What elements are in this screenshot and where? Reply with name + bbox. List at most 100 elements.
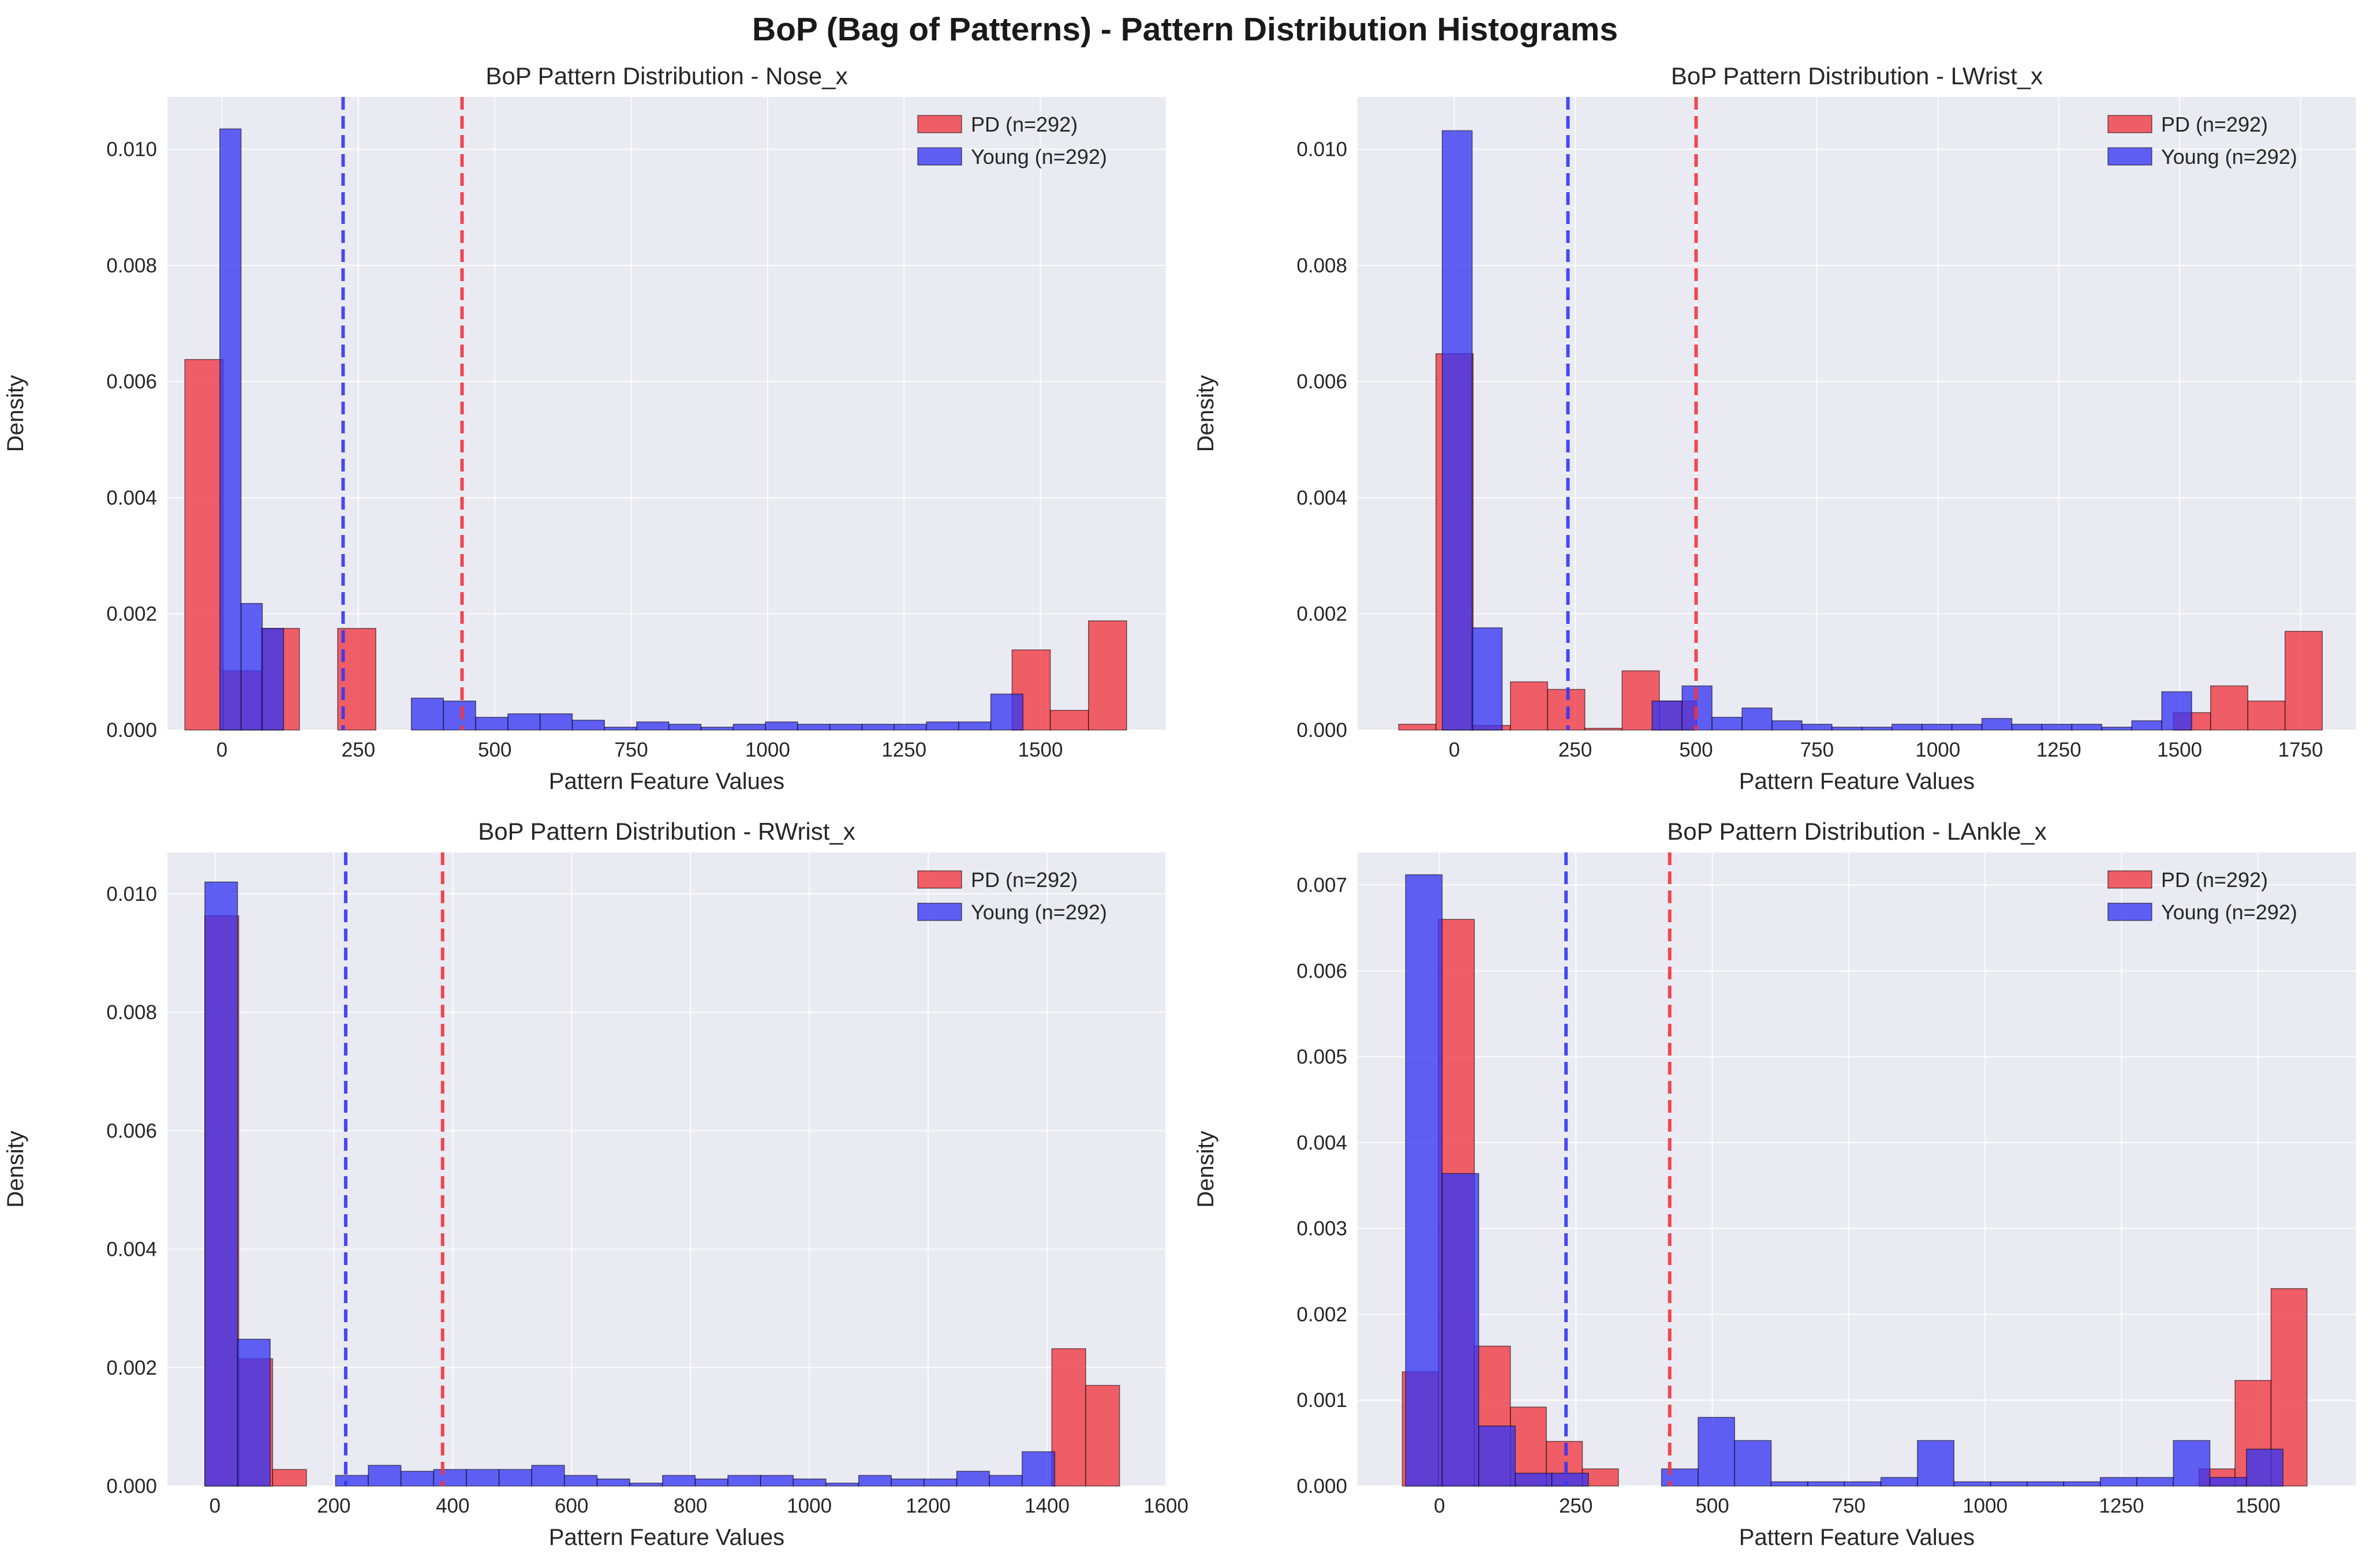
young-bar	[2101, 727, 2133, 731]
young-bar	[1711, 717, 1743, 731]
young-bar	[237, 1338, 271, 1487]
x-tick-label: 0	[216, 739, 227, 761]
young-bar	[1698, 1417, 1735, 1487]
young-bar	[2063, 1481, 2101, 1487]
y-axis-label: Density	[1193, 375, 1218, 452]
young-bar	[926, 721, 959, 731]
pd-bar	[1049, 710, 1089, 731]
young-bar	[694, 1478, 728, 1487]
young-bar	[2131, 720, 2162, 731]
y-tick-label: 0.008	[1296, 255, 1347, 277]
pd-bar	[1085, 1384, 1120, 1487]
young-bar	[571, 720, 605, 731]
y-tick-label: 0.005	[1296, 1046, 1347, 1068]
pd-bar	[184, 359, 224, 731]
legend-label: PD (n=292)	[971, 868, 1078, 892]
pd-bar	[1509, 681, 1548, 731]
y-tick-label: 0.010	[106, 139, 157, 161]
x-tick-label: 1500	[1018, 739, 1063, 761]
young-bar	[2011, 724, 2043, 731]
legend: PD (n=292) Young (n=292)	[917, 113, 1107, 169]
chart-panel-2: 0 250 500 750 1000 1250 1500 1750 0.000 0.002 0.00…	[1193, 62, 2356, 794]
young-bar	[1801, 724, 1833, 731]
x-tick-label: 500	[1695, 1495, 1729, 1517]
chart-panel-3: 0 200 400 600 800 1000 1200 1400 1600 0.000 0.002 0…	[3, 818, 1188, 1550]
x-tick-label: 1000	[1962, 1495, 2008, 1517]
chart-panel-4: 0 250 500 750 1000 1250 1500 0.000 0.001 0.002 0.0…	[1193, 818, 2356, 1550]
y-tick-label: 0.004	[1296, 1132, 1347, 1154]
young-bar	[765, 721, 798, 731]
legend-label: Young (n=292)	[2161, 900, 2297, 924]
pd-legend-swatch	[2107, 115, 2152, 133]
x-tick-label: 1000	[745, 739, 790, 761]
young-bar	[793, 1478, 827, 1487]
x-tick-label: 250	[342, 739, 375, 761]
y-tick-label: 0.000	[106, 1475, 157, 1498]
young-bar	[1551, 1472, 1589, 1487]
young-bar	[443, 700, 476, 731]
x-tick-label: 0	[1449, 739, 1460, 761]
young-bar	[1891, 724, 1923, 731]
young-bar	[1741, 708, 1773, 731]
x-tick-label: 1600	[1143, 1495, 1188, 1517]
pd-legend-swatch	[917, 115, 962, 133]
y-tick-label: 0.008	[106, 1001, 157, 1024]
y-tick-label: 0.006	[106, 1120, 157, 1142]
young-bar	[564, 1475, 598, 1487]
young-bar	[1734, 1440, 1772, 1487]
pd-bar	[2210, 685, 2249, 731]
pd-bar	[2285, 631, 2323, 731]
x-tick-label: 750	[614, 739, 648, 761]
plot-area	[167, 852, 1166, 1486]
young-bar	[2099, 1477, 2137, 1487]
x-tick-label: 750	[1800, 739, 1834, 761]
young-bar	[1921, 724, 1953, 731]
pd-legend-swatch	[917, 870, 962, 889]
young-bar	[1861, 727, 1893, 731]
young-bar	[732, 724, 766, 731]
young-bar	[1515, 1472, 1553, 1487]
y-axis-label: Density	[3, 1131, 28, 1207]
young-bar	[990, 693, 1024, 731]
x-tick-label: 250	[1559, 1495, 1593, 1517]
pd-bar	[272, 1469, 307, 1487]
young-bar	[1831, 727, 1863, 731]
young-bar	[1770, 1481, 1808, 1487]
legend: PD (n=292) Young (n=292)	[2107, 868, 2297, 924]
panel-title: BoP Pattern Distribution - RWrist_x	[478, 818, 855, 845]
legend-label: PD (n=292)	[971, 113, 1078, 136]
y-tick-label: 0.003	[1296, 1218, 1347, 1240]
young-bar	[507, 713, 541, 731]
young-bar	[797, 724, 831, 731]
young-bar	[539, 713, 573, 731]
pd-legend-swatch	[2107, 870, 2152, 889]
young-bar	[219, 128, 242, 731]
x-tick-label: 1000	[1915, 739, 1960, 761]
young-bar	[2209, 1477, 2247, 1487]
young-bar	[829, 724, 863, 731]
x-tick-label: 500	[1679, 739, 1713, 761]
x-tick-label: 1500	[2236, 1495, 2281, 1517]
y-axis-label: Density	[3, 375, 28, 452]
x-axis-label: Pattern Feature Values	[1739, 769, 1975, 794]
y-tick-label: 0.010	[1296, 139, 1347, 161]
young-bar	[2136, 1477, 2174, 1487]
young-bar	[1953, 1481, 1991, 1487]
young-bar	[204, 881, 238, 1487]
x-tick-label: 500	[478, 739, 511, 761]
young-bar	[1880, 1477, 1918, 1487]
young-bar	[400, 1470, 435, 1487]
y-tick-label: 0.010	[106, 883, 157, 905]
young-legend-swatch	[917, 147, 962, 166]
young-bar	[1981, 718, 2013, 731]
y-tick-label: 0.002	[106, 603, 157, 626]
young-legend-swatch	[917, 903, 962, 921]
young-bar	[1990, 1481, 2028, 1487]
young-bar	[1661, 1468, 1699, 1487]
x-tick-label: 750	[1832, 1495, 1866, 1517]
young-bar	[2246, 1449, 2284, 1487]
panel-title: BoP Pattern Distribution - LAnkle_x	[1667, 818, 2047, 845]
pd-bar	[1088, 620, 1127, 731]
young-bar	[989, 1475, 1023, 1487]
x-tick-label: 0	[210, 1495, 220, 1517]
